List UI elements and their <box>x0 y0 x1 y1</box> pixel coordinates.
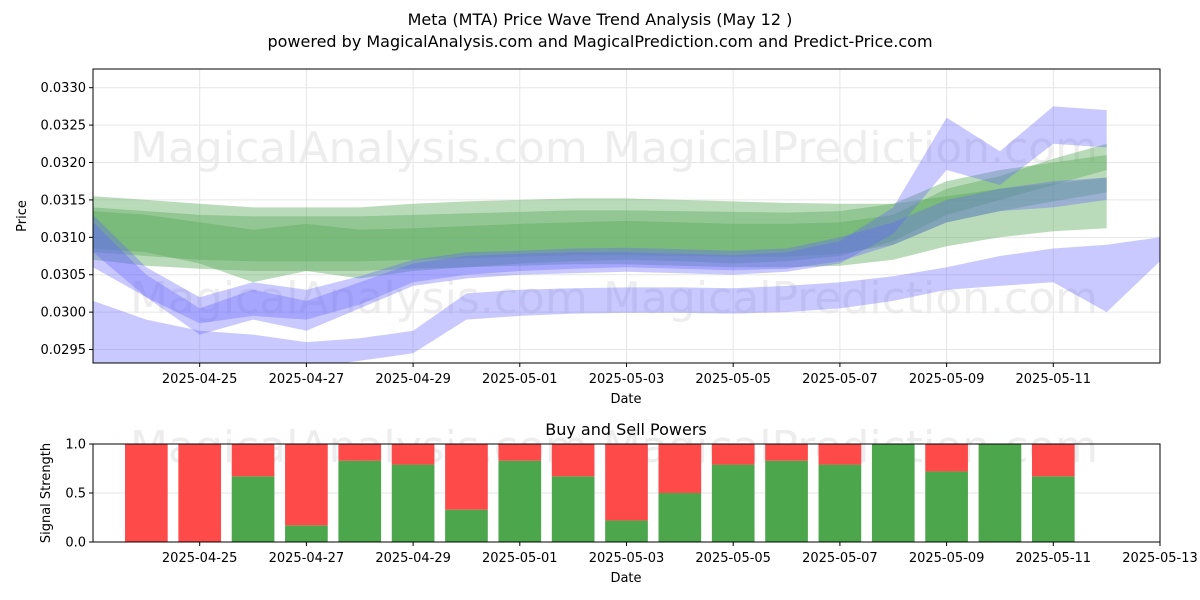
green-wave-band <box>93 155 1107 262</box>
blue-wave-band <box>93 177 1107 324</box>
buy-bar <box>818 464 862 542</box>
watermark-text: MagicalPrediction.com <box>603 123 1098 174</box>
x-tick-label: 2025-05-09 <box>909 551 985 566</box>
buy-bar <box>551 476 595 542</box>
x-tick-label: 2025-05-07 <box>802 551 878 566</box>
buy-bar <box>285 525 328 542</box>
buy-bar <box>978 444 1022 542</box>
sell-bar <box>231 444 275 477</box>
buy-bar <box>1031 476 1075 542</box>
sell-bar <box>658 444 702 493</box>
sell-bar <box>551 444 595 477</box>
sell-bar <box>285 444 328 526</box>
watermark-text: MagicalPrediction.com <box>603 273 1098 324</box>
buy-bar <box>445 509 488 542</box>
sell-bar <box>498 444 542 461</box>
price-grid <box>93 69 1160 363</box>
buy-bar <box>498 460 542 542</box>
x-tick-label: 2025-05-07 <box>802 372 878 387</box>
y-tick-label: 0.0320 <box>41 156 87 171</box>
powers-y-axis-label: Signal Strength <box>39 443 54 543</box>
x-tick-label: 2025-04-27 <box>269 372 345 387</box>
y-tick-label: 0.0310 <box>41 231 87 246</box>
x-tick-label: 2025-04-29 <box>375 551 451 566</box>
powers-bars <box>125 444 1075 542</box>
green-wave-band <box>93 177 1107 271</box>
sell-bar <box>765 444 808 461</box>
y-tick-label: 0.0300 <box>41 306 87 321</box>
y-tick-label: 0.5 <box>65 487 86 502</box>
blue-wave-band <box>93 106 1107 335</box>
x-tick-label: 2025-04-29 <box>375 372 451 387</box>
buy-bar <box>231 476 275 542</box>
y-tick-label: 0.0295 <box>41 343 87 358</box>
powers-x-axis-label: Date <box>610 571 641 586</box>
price-y-ticks: 0.0295 0.0300 0.0305 0.0310 0.0315 0.0320 0.03… <box>41 81 93 358</box>
powers-chart-title: Buy and Sell Powers <box>545 420 707 439</box>
powers-y-ticks: 0.0 0.5 1.0 <box>65 438 93 551</box>
price-y-axis-label: Price <box>15 200 30 232</box>
buy-bar <box>765 460 808 542</box>
buy-bar <box>871 444 915 542</box>
sell-bar <box>711 444 755 465</box>
x-tick-label: 2025-04-27 <box>269 551 345 566</box>
y-tick-label: 0.0315 <box>41 193 87 208</box>
sell-bar <box>605 444 648 521</box>
y-tick-label: 0.0305 <box>41 268 87 283</box>
buy-bar <box>338 460 382 542</box>
y-tick-label: 0.0325 <box>41 119 87 134</box>
chart-title: Meta (MTA) Price Wave Trend Analysis (Ma… <box>408 10 793 29</box>
x-tick-label: 2025-05-11 <box>1016 372 1092 387</box>
sell-bar <box>925 444 968 472</box>
x-tick-label: 2025-04-25 <box>162 372 238 387</box>
buy-bar <box>605 520 648 542</box>
sell-bar <box>445 444 488 510</box>
powers-x-ticks: 2025-04-25 2025-04-27 2025-04-29 2025-05-01… <box>162 542 1198 566</box>
x-tick-label: 2025-05-03 <box>589 372 665 387</box>
sell-bar <box>125 444 168 542</box>
x-tick-label: 2025-05-01 <box>482 372 558 387</box>
x-tick-label: 2025-05-05 <box>695 372 771 387</box>
x-tick-label: 2025-05-01 <box>482 551 558 566</box>
sell-bar <box>391 444 435 465</box>
buy-bar <box>711 464 755 542</box>
sell-bar <box>338 444 382 461</box>
sell-bar <box>818 444 862 465</box>
x-tick-label: 2025-05-05 <box>695 551 771 566</box>
sell-bar <box>178 444 222 542</box>
x-tick-label: 2025-05-13 <box>1122 551 1198 566</box>
y-tick-label: 0.0 <box>65 536 86 551</box>
blue-wave-band <box>93 237 1160 363</box>
price-wave-bands <box>93 106 1160 363</box>
y-tick-label: 1.0 <box>65 438 86 453</box>
green-wave-band <box>93 143 1107 283</box>
price-x-axis-label: Date <box>610 392 641 407</box>
sell-bar <box>1031 444 1075 477</box>
watermark-text: MagicalAnalysis.com <box>130 273 588 324</box>
y-tick-label: 0.0330 <box>41 81 87 96</box>
chart-subtitle: powered by MagicalAnalysis.com and Magic… <box>267 32 932 51</box>
price-x-ticks: 2025-04-25 2025-04-27 2025-04-29 2025-05-01… <box>162 363 1091 387</box>
x-tick-label: 2025-05-11 <box>1016 551 1092 566</box>
x-tick-label: 2025-04-25 <box>162 551 238 566</box>
x-tick-label: 2025-05-03 <box>589 551 665 566</box>
buy-bar <box>925 471 968 542</box>
buy-bar <box>391 464 435 542</box>
x-tick-label: 2025-05-09 <box>909 372 985 387</box>
buy-bar <box>658 493 702 542</box>
watermark-text: MagicalAnalysis.com <box>130 123 588 174</box>
